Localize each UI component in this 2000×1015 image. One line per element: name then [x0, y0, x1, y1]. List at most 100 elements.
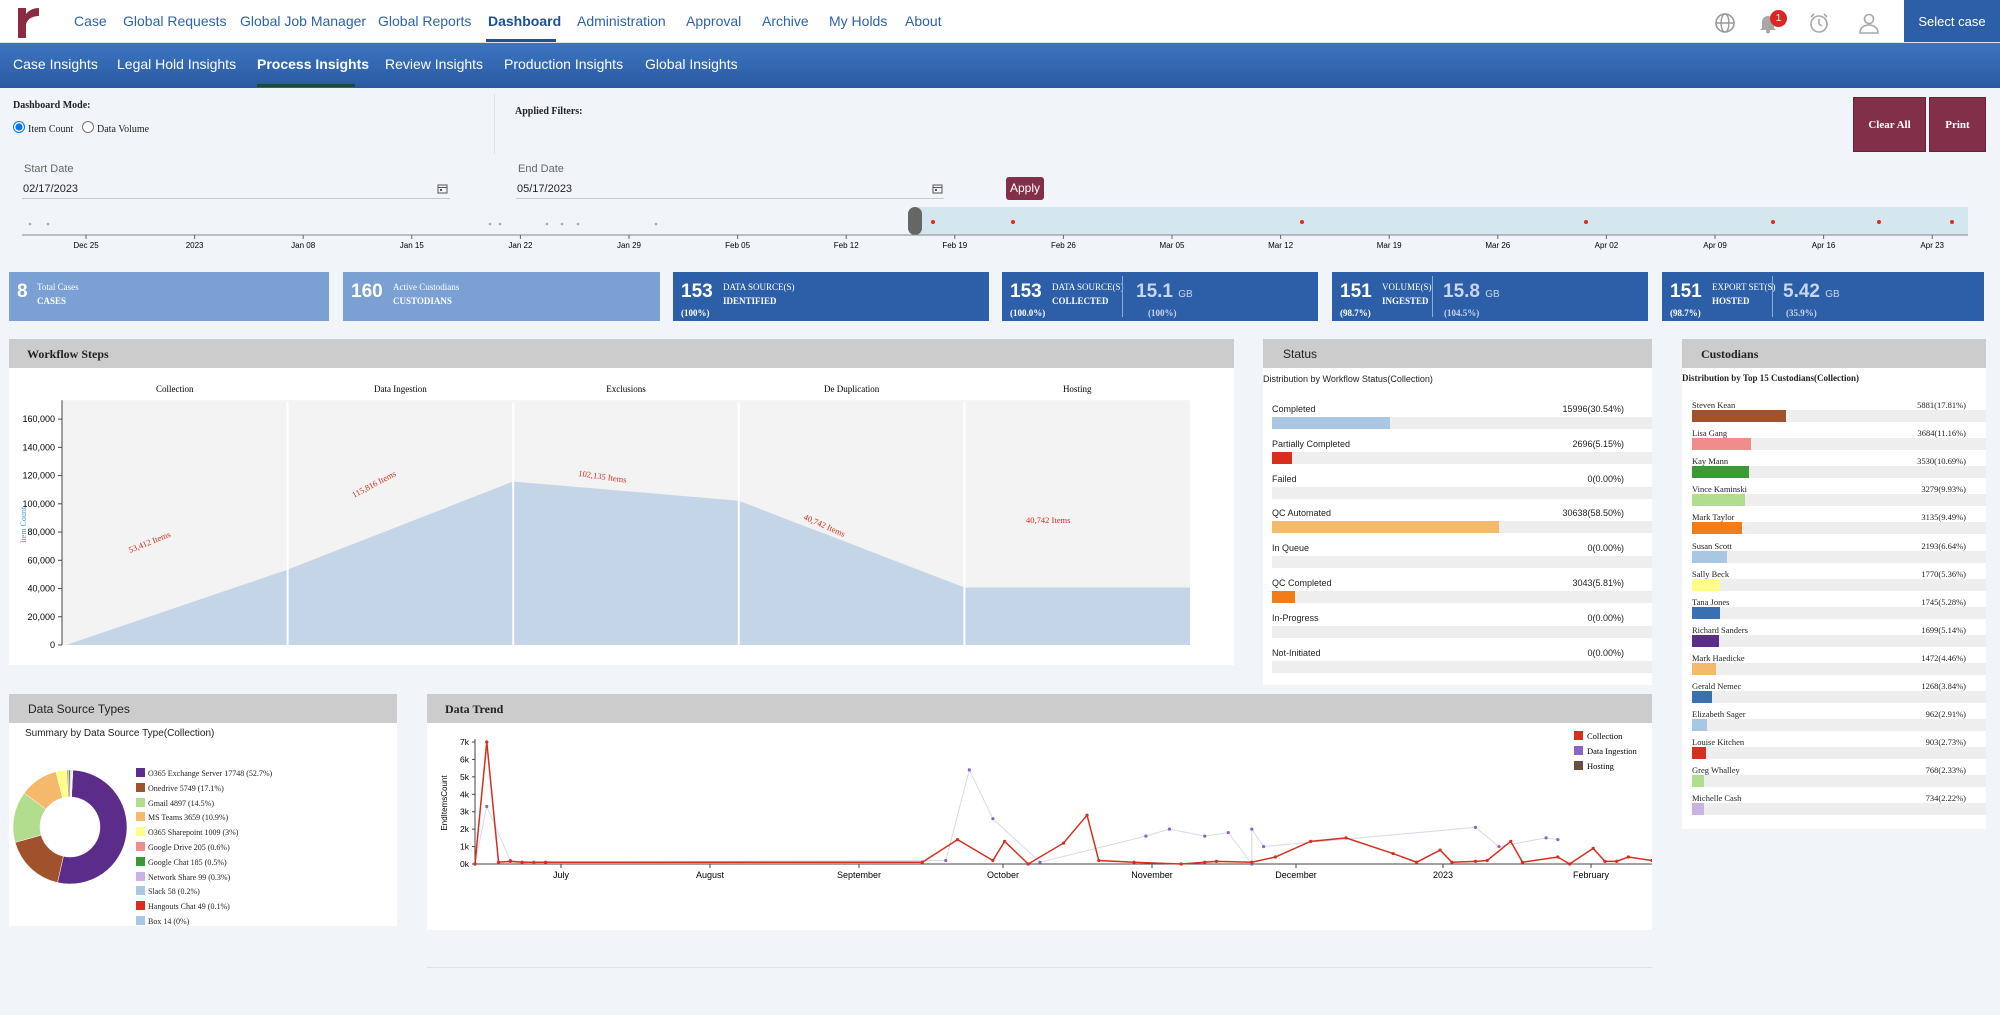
trend-point[interactable] — [1261, 844, 1266, 849]
custodian-value: 3684(11.16%) — [1917, 428, 1966, 439]
trend-point[interactable] — [1650, 858, 1652, 863]
trend-point[interactable] — [1391, 851, 1395, 856]
nav-administration[interactable]: Administration — [577, 13, 666, 29]
trend-point[interactable] — [1214, 859, 1219, 863]
trend-point[interactable] — [1615, 859, 1619, 863]
trend-point[interactable] — [1415, 860, 1419, 864]
data-source-donut-chart[interactable] — [9, 766, 131, 888]
trend-point[interactable] — [1520, 860, 1525, 864]
trend-point[interactable] — [520, 860, 524, 864]
tab-process-insights[interactable]: Process Insights — [257, 56, 370, 72]
trend-point[interactable] — [1450, 860, 1454, 864]
trend-point[interactable] — [485, 804, 489, 809]
data-trend-line-chart[interactable]: 7k 6k 5k 4k 3k 2k 1k 0k EndItemsCount July August S… — [427, 723, 1652, 930]
trend-point[interactable] — [1003, 839, 1007, 843]
donut-slice[interactable] — [71, 769, 74, 798]
apply-button[interactable]: Apply — [1006, 177, 1044, 200]
trend-point[interactable] — [1473, 859, 1478, 863]
trend-point[interactable] — [544, 860, 548, 864]
user-profile-icon[interactable] — [1858, 12, 1880, 34]
nav-dashboard[interactable]: Dashboard — [488, 13, 562, 29]
nav-about[interactable]: About — [905, 13, 942, 29]
trend-point[interactable] — [485, 740, 489, 744]
trend-point[interactable] — [1203, 834, 1207, 838]
trend-point[interactable] — [944, 858, 948, 863]
app-logo[interactable] — [14, 6, 42, 38]
trend-point[interactable] — [1626, 855, 1631, 859]
trend-point[interactable] — [1203, 860, 1207, 864]
trend-point[interactable] — [1544, 836, 1548, 840]
trend-point[interactable] — [1167, 827, 1172, 831]
clear-all-button[interactable]: Clear All — [1853, 97, 1926, 152]
trend-point[interactable] — [1132, 860, 1136, 864]
trend-point[interactable] — [1038, 860, 1042, 864]
timeline-selected-range[interactable] — [918, 207, 1968, 235]
panel-header: Custodians — [1682, 339, 1986, 368]
trend-point[interactable] — [1226, 831, 1230, 835]
trend-point[interactable] — [967, 768, 971, 772]
mode-data-volume-radio[interactable] — [82, 121, 94, 133]
nav-archive[interactable]: Archive — [762, 13, 809, 29]
workflow-area-chart[interactable]: 160,000 140,000 120,000 100,000 80,000 60,000… — [9, 368, 1234, 665]
tab-global-insights[interactable]: Global Insights — [645, 56, 738, 72]
trend-point[interactable] — [1309, 839, 1313, 843]
nav-global-reports[interactable]: Global Reports — [378, 13, 472, 29]
trend-point[interactable] — [1097, 858, 1101, 863]
custodian-name: Kay Mann — [1692, 456, 1729, 467]
end-date-input[interactable]: 05/17/2023 — [517, 183, 573, 195]
end-calendar-icon[interactable] — [932, 183, 943, 194]
trend-point[interactable] — [1085, 813, 1089, 817]
trend-point[interactable] — [1603, 859, 1607, 863]
trend-point[interactable] — [955, 838, 960, 842]
trend-point[interactable] — [1026, 862, 1030, 866]
trend-point[interactable] — [508, 859, 512, 863]
timeline-range-handle[interactable] — [908, 207, 922, 235]
legend-label: Hosting — [1587, 761, 1615, 771]
trend-point[interactable] — [1591, 846, 1595, 850]
print-button[interactable]: Print — [1929, 97, 1986, 152]
trend-point[interactable] — [1179, 862, 1183, 866]
timeline-tick-label: Jan 08 — [291, 241, 316, 250]
donut-slice[interactable] — [57, 769, 128, 885]
start-calendar-icon[interactable] — [437, 183, 448, 194]
tab-production-insights[interactable]: Production Insights — [504, 56, 624, 72]
trend-point[interactable] — [1438, 848, 1442, 852]
trend-point[interactable] — [1344, 836, 1348, 840]
trend-point[interactable] — [1509, 839, 1513, 843]
tab-case-insights[interactable]: Case Insights — [13, 56, 98, 72]
trend-point[interactable] — [473, 862, 477, 866]
trend-point[interactable] — [991, 817, 995, 821]
trend-point[interactable] — [1250, 860, 1254, 864]
tab-review-insights[interactable]: Review Insights — [385, 56, 484, 72]
tab-legal-hold-insights[interactable]: Legal Hold Insights — [117, 56, 237, 72]
alarm-clock-icon[interactable] — [1808, 12, 1830, 34]
mode-item-count-radio[interactable] — [13, 121, 25, 133]
trend-point[interactable] — [1556, 855, 1560, 859]
nav-approval[interactable]: Approval — [686, 13, 742, 29]
nav-case[interactable]: Case — [74, 13, 107, 29]
nav-my-holds[interactable]: My Holds — [829, 13, 888, 29]
nav-global-requests[interactable]: Global Requests — [123, 13, 227, 29]
trend-point[interactable] — [1061, 841, 1066, 845]
status-value: 15996(30.54%) — [1562, 404, 1624, 414]
trend-point[interactable] — [1485, 858, 1489, 863]
trend-point[interactable] — [1556, 838, 1560, 842]
custodian-bar-track — [1692, 438, 1986, 451]
date-range-timeline[interactable]: Dec 25 2023 Jan 08 Jan 15 Jan 22 Jan 29 Feb 05… — [0, 203, 2000, 253]
trend-point[interactable] — [1473, 825, 1478, 829]
trend-point[interactable] — [1250, 827, 1254, 831]
trend-point[interactable] — [1273, 855, 1277, 859]
trend-point[interactable] — [1568, 862, 1572, 866]
donut-slice[interactable] — [14, 834, 64, 883]
trend-point[interactable] — [991, 858, 995, 863]
trend-point[interactable] — [920, 860, 924, 864]
trend-point[interactable] — [1497, 844, 1501, 849]
legend-swatch — [136, 901, 145, 911]
custodian-bar-track — [1692, 662, 1986, 675]
trend-point[interactable] — [1144, 834, 1148, 838]
select-case-button[interactable]: Select case — [1904, 0, 2000, 42]
globe-icon[interactable] — [1714, 12, 1736, 34]
start-date-input[interactable]: 02/17/2023 — [23, 183, 79, 195]
nav-global-job-manager[interactable]: Global Job Manager — [240, 13, 367, 29]
trend-point[interactable] — [496, 860, 501, 864]
